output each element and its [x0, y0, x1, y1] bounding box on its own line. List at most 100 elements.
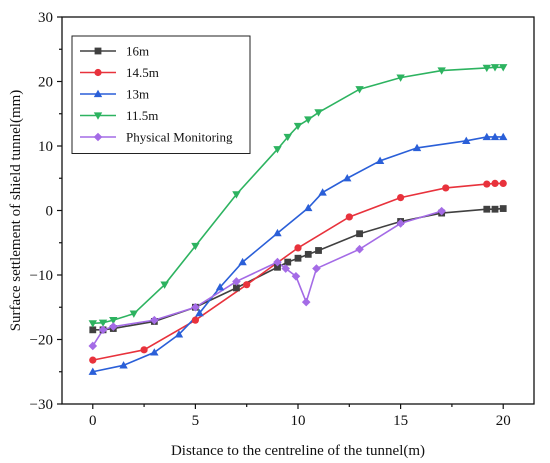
data-point-2-6 [238, 257, 247, 266]
legend-marker-0 [94, 47, 102, 55]
data-point-3-11 [314, 109, 323, 117]
data-point-2-0 [88, 367, 97, 375]
data-point-1-1 [140, 346, 148, 354]
legend-label-4: Physical Monitoring [126, 130, 233, 145]
data-point-0-16 [499, 205, 507, 212]
data-point-2-13 [462, 136, 471, 144]
data-point-2-2 [150, 348, 159, 356]
series-line-3 [92, 66, 504, 325]
data-point-4-8 [291, 271, 301, 281]
data-point-3-9 [293, 122, 303, 131]
data-point-3-17 [499, 64, 508, 72]
y-tick-label-4: 10 [38, 139, 53, 155]
data-point-2-1 [119, 361, 128, 369]
data-point-1-8 [483, 180, 491, 188]
data-point-2-5 [215, 283, 225, 291]
data-point-0-10 [315, 247, 322, 254]
data-point-4-0 [88, 341, 98, 351]
data-point-1-10 [499, 179, 507, 188]
data-point-0-11 [356, 230, 363, 238]
legend-marker-1 [94, 68, 102, 77]
x-tick-label-1: 5 [192, 413, 200, 429]
data-point-0-7 [284, 258, 292, 266]
legend-label-0: 16m [126, 44, 149, 59]
y-tick-label-5: 20 [38, 75, 53, 91]
data-point-4-9 [301, 297, 311, 307]
tick-labels: 0 5 10 15 20 −30 −20 −10 0 10 20 30 [30, 10, 511, 429]
data-point-1-6 [397, 194, 405, 202]
data-point-2-10 [343, 174, 352, 182]
data-point-2-3 [174, 330, 184, 338]
legend: 16m 14.5m 13m 11.5m Physical Monitoring [71, 35, 251, 154]
data-point-3-6 [232, 191, 241, 199]
legend-marker-3 [93, 112, 103, 120]
data-point-1-0 [89, 356, 97, 364]
data-point-4-11 [355, 244, 364, 254]
data-point-0-8 [294, 254, 302, 262]
data-point-4-2 [109, 322, 118, 331]
data-point-0-5 [233, 284, 240, 292]
series-line-4 [92, 210, 442, 347]
data-point-2-4 [195, 308, 204, 317]
data-point-2-14 [482, 132, 491, 141]
x-tick-label-4: 20 [496, 413, 511, 429]
data-point-0-6 [274, 263, 281, 271]
data-point-3-1 [98, 319, 108, 327]
data-point-3-8 [283, 133, 292, 142]
data-point-3-10 [304, 116, 313, 124]
x-tick-label-3: 15 [393, 413, 408, 429]
data-point-1-5 [345, 213, 353, 221]
data-point-1-4 [294, 244, 302, 252]
data-point-0-9 [304, 250, 312, 258]
legend-marker-2 [93, 89, 103, 98]
data-point-4-5 [232, 277, 241, 286]
data-point-0-15 [491, 205, 499, 213]
data-point-3-0 [88, 320, 97, 328]
data-point-0-14 [483, 205, 491, 213]
series-line-2 [92, 136, 504, 373]
data-point-2-15 [490, 132, 500, 141]
series-markers [88, 64, 508, 375]
data-point-3-3 [129, 310, 139, 318]
data-point-4-3 [150, 315, 159, 325]
data-point-2-16 [499, 132, 508, 141]
data-point-3-12 [355, 86, 364, 94]
y-axis-label: Surface settlement of shield tunnel(mm) [8, 90, 24, 332]
y-tick-label-2: −10 [30, 268, 53, 284]
data-point-4-1 [98, 325, 108, 335]
legend-label-1: 14.5m [126, 65, 159, 80]
y-tick-label-6: 30 [38, 10, 53, 26]
data-point-3-14 [437, 67, 446, 75]
data-point-4-7 [281, 264, 290, 273]
x-tick-label-2: 10 [291, 413, 306, 429]
x-tick-label-0: 0 [89, 413, 97, 429]
legend-marker-4 [93, 132, 103, 142]
data-point-3-2 [109, 317, 118, 325]
data-point-2-8 [304, 203, 313, 212]
data-point-4-10 [312, 264, 321, 273]
data-point-1-3 [243, 281, 251, 289]
series-line-0 [92, 207, 504, 331]
data-point-3-4 [160, 281, 169, 289]
data-point-4-13 [437, 206, 446, 216]
data-point-3-16 [490, 64, 500, 72]
data-point-3-5 [191, 242, 200, 251]
data-point-3-7 [273, 146, 282, 154]
data-point-1-9 [491, 179, 499, 188]
data-point-0-0 [89, 326, 97, 334]
data-point-4-12 [396, 219, 405, 228]
data-point-1-2 [191, 316, 199, 324]
axes [57, 16, 535, 409]
data-point-3-15 [482, 64, 491, 73]
data-point-2-7 [273, 228, 282, 237]
data-point-3-13 [396, 74, 405, 82]
y-tick-label-3: 0 [46, 204, 54, 220]
y-tick-label-0: −30 [30, 397, 53, 413]
data-point-4-6 [273, 257, 282, 267]
data-point-2-9 [318, 188, 327, 196]
y-tick-label-1: −20 [30, 333, 53, 349]
legend-label-2: 13m [126, 87, 149, 102]
data-point-2-11 [375, 156, 385, 164]
legend-label-3: 11.5m [126, 108, 158, 123]
